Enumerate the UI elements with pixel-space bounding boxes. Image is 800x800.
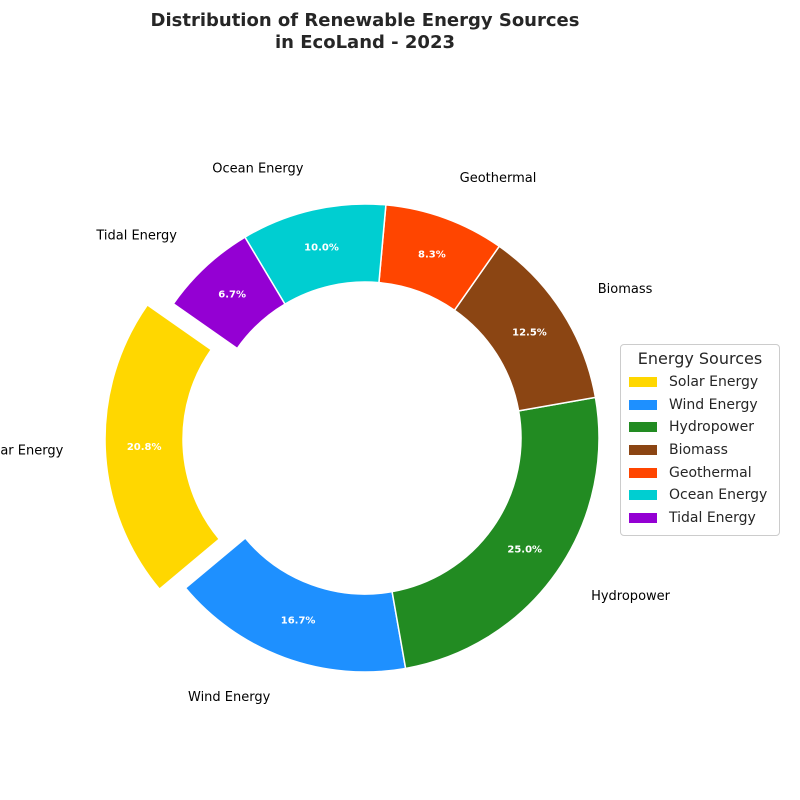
slice-wind-energy	[184, 536, 407, 673]
pct-label-geothermal: 8.3%	[418, 249, 446, 260]
pct-label-ocean-energy: 10.0%	[304, 242, 339, 253]
legend-label: Solar Energy	[669, 374, 759, 391]
legend-swatch	[629, 512, 657, 523]
legend-swatch	[629, 490, 657, 501]
chart-title-line-1: Distribution of Renewable Energy Sources	[150, 10, 580, 31]
legend-item-wind-energy: Wind Energy	[629, 394, 771, 417]
legend: Energy Sources Solar Energy Wind Energy Hy…	[620, 344, 780, 537]
legend-label: Hydropower	[669, 419, 754, 436]
category-label-wind-energy: Wind Energy	[188, 690, 271, 705]
slices-layer	[104, 203, 600, 673]
pct-label-tidal-energy: 6.7%	[218, 290, 246, 301]
chart-title: Distribution of Renewable Energy Sources…	[0, 10, 730, 54]
slice-tidal-energy	[172, 236, 286, 350]
legend-item-geothermal: Geothermal	[629, 461, 771, 484]
category-label-solar-energy: Solar Energy	[0, 443, 64, 458]
category-label-tidal-energy: Tidal Energy	[95, 228, 177, 243]
legend-item-ocean-energy: Ocean Energy	[629, 484, 771, 507]
legend-label: Tidal Energy	[669, 509, 756, 526]
legend-item-hydropower: Hydropower	[629, 416, 771, 439]
pct-label-solar-energy: 20.8%	[127, 442, 162, 453]
category-label-hydropower: Hydropower	[591, 589, 671, 604]
legend-label: Geothermal	[669, 464, 752, 481]
legend-items: Solar Energy Wind Energy Hydropower Biomass…	[629, 371, 771, 529]
legend-item-solar-energy: Solar Energy	[629, 371, 771, 394]
legend-item-biomass: Biomass	[629, 439, 771, 462]
slice-solar-energy	[104, 303, 221, 591]
slice-hydropower	[391, 396, 600, 670]
pct-label-wind-energy: 16.7%	[281, 616, 316, 627]
legend-title: Energy Sources	[637, 349, 763, 368]
legend-label: Wind Energy	[669, 396, 758, 413]
legend-swatch	[629, 377, 657, 388]
chart-title-line-2: in EcoLand - 2023	[275, 32, 455, 53]
legend-label: Biomass	[669, 442, 728, 459]
pct-label-biomass: 12.5%	[512, 328, 547, 339]
legend-swatch	[629, 399, 657, 410]
category-label-biomass: Biomass	[598, 282, 653, 297]
legend-label: Ocean Energy	[669, 487, 768, 504]
legend-swatch	[629, 422, 657, 433]
category-labels-layer: Solar Energy Wind Energy Hydropower Biomass…	[0, 161, 671, 704]
legend-swatch	[629, 467, 657, 478]
legend-item-tidal-energy: Tidal Energy	[629, 507, 771, 530]
category-label-ocean-energy: Ocean Energy	[212, 161, 304, 176]
pct-label-hydropower: 25.0%	[507, 544, 542, 555]
legend-swatch	[629, 445, 657, 456]
category-label-geothermal: Geothermal	[460, 171, 537, 186]
percent-labels-layer: 20.8% 16.7% 25.0% 12.5% 8.3% 10.0% 6.7%	[127, 242, 547, 626]
